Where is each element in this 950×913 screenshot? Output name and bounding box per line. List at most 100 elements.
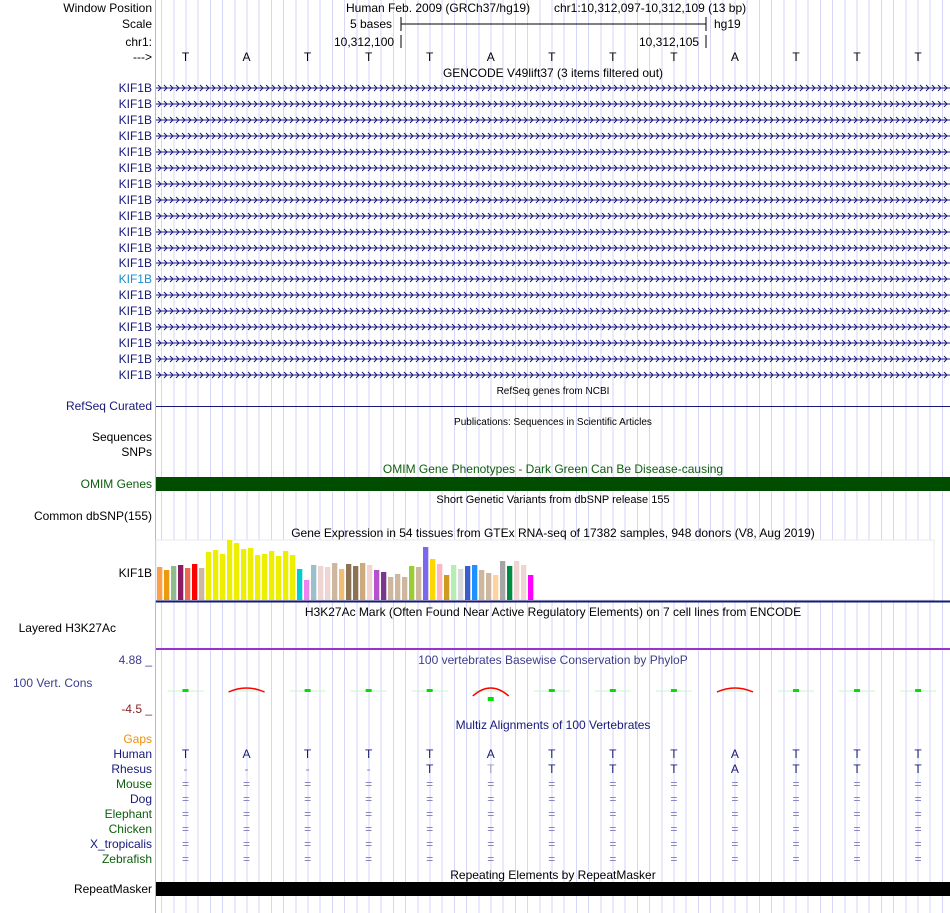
- gtex-bar[interactable]: [402, 577, 408, 600]
- gtex-bar[interactable]: [332, 563, 338, 600]
- repeatmasker-bar[interactable]: [156, 882, 950, 896]
- species-label[interactable]: Mouse: [115, 777, 152, 791]
- gene-model[interactable]: [156, 115, 950, 125]
- gene-label[interactable]: KIF1B: [118, 160, 152, 175]
- gene-label[interactable]: KIF1B: [118, 192, 152, 207]
- h3k27ac-label[interactable]: Layered H3K27Ac: [18, 621, 116, 635]
- gtex-bar[interactable]: [493, 575, 499, 600]
- gtex-bar[interactable]: [206, 552, 212, 600]
- gtex-bar[interactable]: [409, 566, 415, 600]
- gene-label[interactable]: KIF1B: [118, 256, 152, 271]
- gene-model[interactable]: [156, 290, 950, 300]
- phylop-graph[interactable]: [0, 0, 950, 720]
- omim-title[interactable]: OMIM Gene Phenotypes - Dark Green Can Be…: [382, 462, 724, 476]
- gtex-bar[interactable]: [360, 563, 366, 600]
- gencode-title[interactable]: GENCODE V49lift37 (3 items filtered out): [442, 66, 664, 80]
- gene-model[interactable]: [156, 131, 950, 141]
- gene-label[interactable]: KIF1B: [118, 336, 152, 351]
- gene-model[interactable]: [156, 306, 950, 316]
- species-label[interactable]: Dog: [129, 792, 152, 806]
- gene-model[interactable]: [156, 147, 950, 157]
- gtex-bar[interactable]: [458, 569, 464, 600]
- phylop-label[interactable]: 100 Vert. Cons: [13, 676, 93, 690]
- gene-label[interactable]: KIF1B: [118, 112, 152, 127]
- refseq-label[interactable]: RefSeq Curated: [65, 399, 152, 413]
- gtex-bar[interactable]: [325, 567, 331, 600]
- gtex-bar[interactable]: [514, 561, 520, 600]
- gtex-bar[interactable]: [346, 564, 352, 600]
- gene-label[interactable]: KIF1B: [118, 128, 152, 143]
- gtex-bar[interactable]: [465, 566, 471, 600]
- gene-label[interactable]: KIF1B: [118, 272, 152, 287]
- gtex-label[interactable]: KIF1B: [118, 566, 152, 580]
- gtex-bar[interactable]: [395, 574, 401, 600]
- h3k27ac-title[interactable]: H3K27Ac Mark (Often Found Near Active Re…: [304, 605, 802, 619]
- gtex-bar[interactable]: [234, 543, 240, 600]
- gtex-bar[interactable]: [185, 568, 191, 600]
- gtex-bar[interactable]: [262, 554, 268, 600]
- gene-label[interactable]: KIF1B: [118, 81, 152, 95]
- gtex-bar[interactable]: [367, 565, 373, 600]
- gene-model[interactable]: [156, 227, 950, 237]
- gene-model[interactable]: [156, 354, 950, 364]
- gtex-bar[interactable]: [374, 570, 380, 600]
- gtex-bar[interactable]: [311, 565, 317, 600]
- gene-model[interactable]: [156, 322, 950, 332]
- gtex-bar[interactable]: [192, 564, 198, 600]
- omim-label[interactable]: OMIM Genes: [80, 477, 152, 491]
- species-label[interactable]: Elephant: [104, 807, 152, 821]
- gene-label[interactable]: KIF1B: [118, 368, 152, 383]
- gtex-title[interactable]: Gene Expression in 54 tissues from GTEx …: [291, 526, 815, 540]
- gtex-bar[interactable]: [241, 549, 247, 600]
- gene-model[interactable]: [156, 163, 950, 173]
- gtex-bar[interactable]: [528, 575, 534, 600]
- gene-label[interactable]: KIF1B: [118, 320, 152, 335]
- gtex-bar[interactable]: [416, 567, 422, 600]
- gene-model[interactable]: [156, 99, 950, 109]
- gtex-bar[interactable]: [486, 573, 492, 600]
- gtex-bar[interactable]: [213, 550, 219, 600]
- refseq-title[interactable]: RefSeq genes from NCBI: [496, 386, 610, 397]
- dbsnp-title[interactable]: Short Genetic Variants from dbSNP releas…: [436, 494, 670, 506]
- gtex-bar[interactable]: [318, 566, 324, 600]
- gtex-bar[interactable]: [269, 551, 275, 600]
- gene-label[interactable]: KIF1B: [118, 96, 152, 111]
- gtex-bar[interactable]: [472, 565, 478, 600]
- gene-model[interactable]: [156, 83, 950, 93]
- refseq-gene-line[interactable]: [156, 406, 950, 407]
- gene-label[interactable]: KIF1B: [118, 176, 152, 191]
- gene-model[interactable]: [156, 370, 950, 380]
- gtex-bar[interactable]: [451, 565, 457, 600]
- gene-model[interactable]: [156, 274, 950, 284]
- gtex-bar[interactable]: [500, 561, 506, 600]
- dbsnp-label[interactable]: Common dbSNP(155): [33, 509, 152, 523]
- gtex-bar[interactable]: [388, 577, 394, 600]
- gene-model[interactable]: [156, 195, 950, 205]
- gtex-bar[interactable]: [430, 559, 436, 600]
- gtex-bar[interactable]: [297, 569, 303, 600]
- gtex-bar[interactable]: [248, 548, 254, 600]
- gtex-bar[interactable]: [479, 570, 485, 600]
- gene-label[interactable]: KIF1B: [118, 288, 152, 303]
- gene-label[interactable]: KIF1B: [118, 208, 152, 223]
- gene-label[interactable]: KIF1B: [118, 304, 152, 319]
- publications-title[interactable]: Publications: Sequences in Scientific Ar…: [454, 417, 652, 428]
- repeatmasker-label[interactable]: RepeatMasker: [73, 882, 152, 896]
- publications-label-snps[interactable]: SNPs: [121, 445, 152, 459]
- multiz-title[interactable]: Multiz Alignments of 100 Vertebrates: [455, 718, 651, 732]
- gtex-bar[interactable]: [283, 551, 289, 600]
- gtex-bar[interactable]: [437, 564, 443, 600]
- gtex-bar[interactable]: [178, 565, 184, 600]
- phylop-title[interactable]: 100 vertebrates Basewise Conservation by…: [418, 653, 688, 667]
- gtex-bar[interactable]: [255, 555, 261, 600]
- gtex-bar[interactable]: [164, 570, 170, 600]
- gtex-bar[interactable]: [444, 575, 450, 600]
- gene-label[interactable]: KIF1B: [118, 224, 152, 239]
- species-label[interactable]: Human: [113, 747, 152, 761]
- omim-gene-bar[interactable]: [156, 477, 950, 491]
- gtex-bar[interactable]: [381, 572, 387, 600]
- gtex-bar[interactable]: [353, 566, 359, 600]
- gtex-bar[interactable]: [507, 566, 513, 600]
- gene-label[interactable]: KIF1B: [118, 352, 152, 367]
- gtex-bar[interactable]: [304, 580, 310, 600]
